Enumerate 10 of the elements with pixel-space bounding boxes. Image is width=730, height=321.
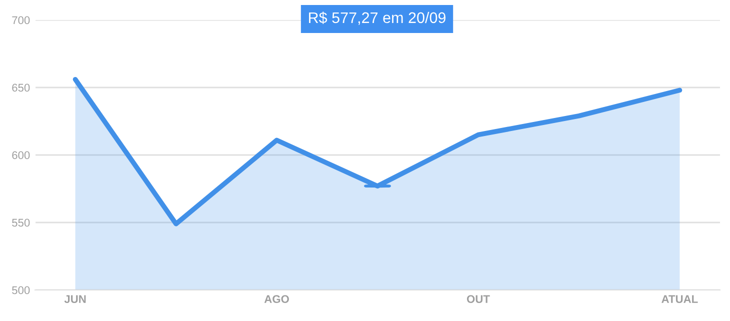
y-tick-label: 700: [12, 16, 30, 24]
x-tick-label: ATUAL: [662, 295, 698, 304]
y-tick-label: 600: [12, 151, 30, 160]
x-tick-label: AGO: [264, 295, 289, 304]
y-tick-label: 550: [12, 218, 30, 227]
y-tick-label: 650: [12, 84, 30, 92]
x-tick-label: JUN: [64, 295, 86, 304]
y-tick-label: 500: [12, 286, 30, 294]
x-tick-label: OUT: [466, 295, 490, 304]
annotation: R$ 577,27 em 20/09: [309, 12, 446, 25]
